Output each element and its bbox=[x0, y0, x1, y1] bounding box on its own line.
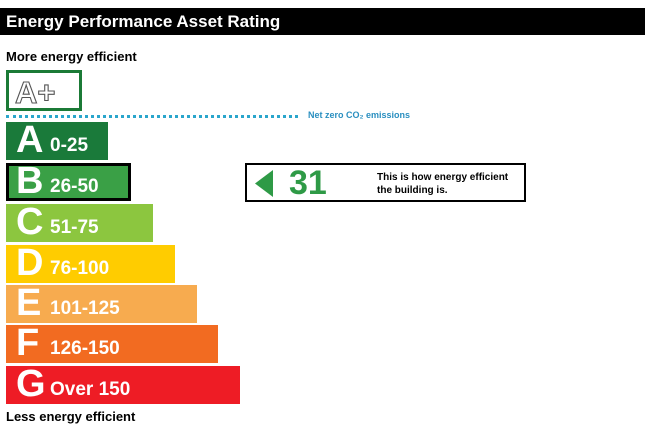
band-d-range: 76-100 bbox=[50, 258, 110, 279]
band-g: G Over 150 bbox=[6, 363, 240, 405]
a-plus-glyph: A+ bbox=[14, 74, 56, 108]
page-title: Energy Performance Asset Rating bbox=[0, 8, 645, 35]
band-a-plus: A+ bbox=[6, 70, 82, 111]
band-a-letter: A bbox=[16, 119, 44, 161]
net-zero-label: Net zero CO₂ emissions bbox=[308, 110, 411, 120]
band-b-range: 26-50 bbox=[50, 176, 99, 197]
rating-indicator: 31 This is how energy efficient the buil… bbox=[245, 163, 526, 202]
band-a-range: 0-25 bbox=[50, 135, 89, 156]
net-zero-divider bbox=[6, 115, 298, 118]
band-d: D 76-100 bbox=[6, 242, 175, 284]
band-d-letter: D bbox=[16, 242, 44, 284]
less-efficient-label: Less energy efficient bbox=[6, 409, 136, 424]
rating-pointer-icon bbox=[255, 170, 273, 197]
rating-value: 31 bbox=[289, 164, 327, 202]
band-f-letter: F bbox=[16, 322, 40, 364]
band-a-plus-label: A+ bbox=[15, 75, 56, 108]
band-b: B 26-50 bbox=[6, 160, 131, 202]
band-f-range: 126-150 bbox=[50, 338, 120, 359]
band-c: C 51-75 bbox=[6, 201, 153, 243]
band-a: A 0-25 bbox=[6, 119, 108, 161]
band-b-letter: B bbox=[16, 160, 44, 202]
more-efficient-label: More energy efficient bbox=[6, 49, 137, 64]
band-g-letter: G bbox=[16, 363, 46, 405]
band-f: F 126-150 bbox=[6, 322, 218, 364]
page-title-text: Energy Performance Asset Rating bbox=[6, 12, 281, 31]
band-c-letter: C bbox=[16, 201, 44, 243]
band-g-range: Over 150 bbox=[50, 379, 131, 400]
band-e: E 101-125 bbox=[6, 282, 197, 324]
rating-description: This is how energy efficient the buildin… bbox=[377, 172, 509, 196]
band-e-range: 101-125 bbox=[50, 298, 120, 319]
band-c-range: 51-75 bbox=[50, 217, 99, 238]
band-e-letter: E bbox=[16, 282, 42, 324]
